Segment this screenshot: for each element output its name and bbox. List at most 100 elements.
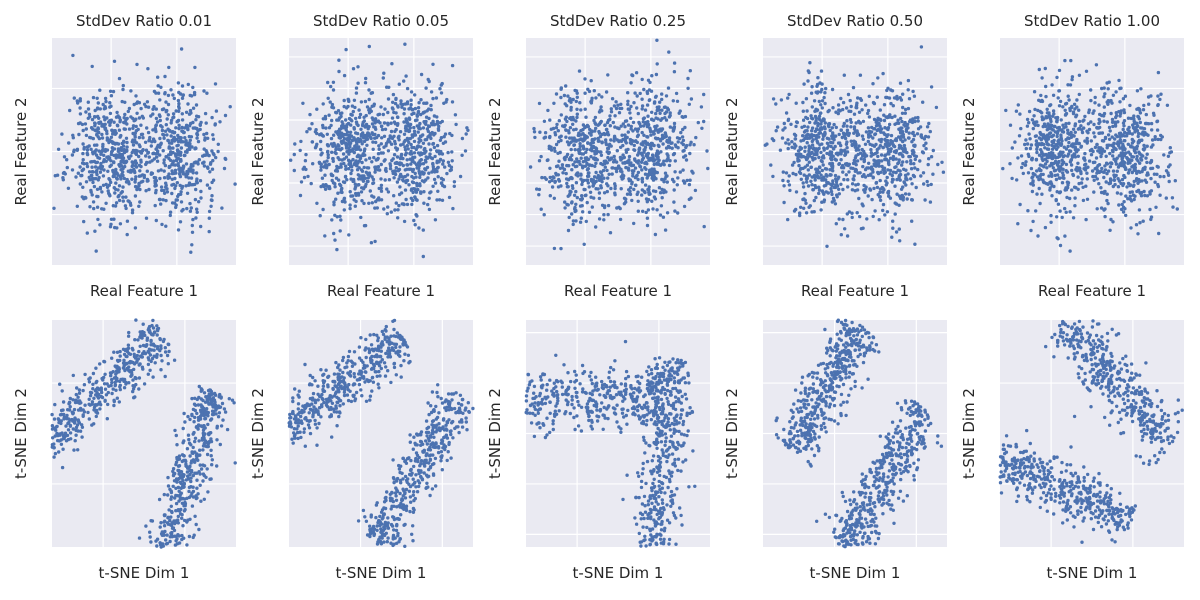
data-point xyxy=(199,196,203,200)
data-point xyxy=(1069,158,1073,163)
data-point xyxy=(133,159,138,163)
data-point xyxy=(1063,108,1067,113)
data-point xyxy=(1077,108,1081,112)
data-point xyxy=(90,193,94,197)
data-point xyxy=(176,81,181,85)
data-point xyxy=(160,128,165,133)
data-point xyxy=(464,132,468,136)
data-point xyxy=(912,94,917,98)
data-point xyxy=(622,155,626,160)
data-point xyxy=(308,112,312,117)
data-point xyxy=(563,200,567,204)
data-point xyxy=(370,160,374,164)
data-point xyxy=(889,133,894,138)
data-point xyxy=(107,140,111,145)
data-point xyxy=(349,112,353,117)
data-point xyxy=(1086,131,1090,135)
data-point xyxy=(608,117,612,122)
data-point xyxy=(360,186,364,190)
data-point xyxy=(199,120,203,125)
data-point xyxy=(809,165,813,169)
data-point xyxy=(1046,182,1050,186)
data-point xyxy=(1036,234,1040,238)
data-point xyxy=(557,119,561,123)
data-point xyxy=(1027,121,1031,125)
data-point xyxy=(213,123,217,127)
data-point xyxy=(208,170,212,174)
data-point xyxy=(842,73,846,77)
data-point xyxy=(326,144,331,148)
data-point xyxy=(884,179,888,183)
data-point xyxy=(830,87,835,92)
data-point xyxy=(1043,225,1048,230)
data-point xyxy=(184,175,188,179)
data-point xyxy=(125,219,130,223)
data-point xyxy=(1039,93,1043,98)
data-point xyxy=(583,107,587,111)
data-point xyxy=(872,158,876,162)
data-point xyxy=(115,141,119,146)
data-point xyxy=(772,138,776,143)
data-point xyxy=(386,149,391,153)
data-point xyxy=(409,162,413,166)
data-point xyxy=(1121,182,1126,186)
data-point xyxy=(858,214,862,219)
data-point xyxy=(922,182,926,186)
data-point xyxy=(1141,167,1145,172)
data-point xyxy=(840,165,844,170)
data-point xyxy=(1168,163,1172,167)
data-point xyxy=(637,150,641,155)
data-point xyxy=(652,162,656,167)
data-point xyxy=(358,155,362,160)
data-point xyxy=(432,177,437,182)
data-point xyxy=(787,183,792,187)
data-point xyxy=(655,170,659,175)
data-point xyxy=(1103,189,1107,194)
data-point xyxy=(1136,169,1141,174)
data-point xyxy=(837,217,841,221)
data-point xyxy=(1055,118,1059,122)
data-point xyxy=(869,151,874,155)
data-point xyxy=(855,131,860,135)
data-point xyxy=(169,88,173,92)
data-point xyxy=(907,131,911,135)
data-point xyxy=(1049,220,1053,224)
data-point xyxy=(833,202,838,206)
data-point xyxy=(85,162,89,166)
data-point xyxy=(556,140,561,144)
data-point xyxy=(129,154,133,158)
data-point xyxy=(814,195,818,200)
data-point xyxy=(628,189,632,194)
data-point xyxy=(881,190,885,194)
data-point xyxy=(786,118,790,123)
data-point xyxy=(123,112,127,117)
data-point xyxy=(564,128,568,132)
data-point xyxy=(82,145,87,150)
data-point xyxy=(874,142,878,147)
data-point xyxy=(89,147,93,151)
data-point xyxy=(613,158,617,162)
data-point xyxy=(74,175,78,179)
data-point xyxy=(379,142,383,146)
data-point xyxy=(624,150,629,154)
data-point xyxy=(190,145,194,149)
data-point xyxy=(613,182,617,186)
data-point xyxy=(175,157,179,161)
data-point xyxy=(1056,96,1060,100)
data-point xyxy=(1068,108,1072,113)
data-point xyxy=(356,65,360,69)
data-point xyxy=(353,144,357,148)
data-point xyxy=(174,171,178,175)
data-point xyxy=(881,186,885,191)
data-point xyxy=(1144,156,1148,160)
data-point xyxy=(802,82,806,86)
data-point xyxy=(1037,153,1042,157)
data-point xyxy=(114,170,118,174)
data-point xyxy=(901,92,905,96)
data-point xyxy=(850,143,854,148)
data-point xyxy=(1039,132,1043,136)
data-point xyxy=(675,183,679,187)
data-point xyxy=(804,155,808,160)
data-point xyxy=(1075,98,1079,102)
data-point xyxy=(218,120,222,124)
